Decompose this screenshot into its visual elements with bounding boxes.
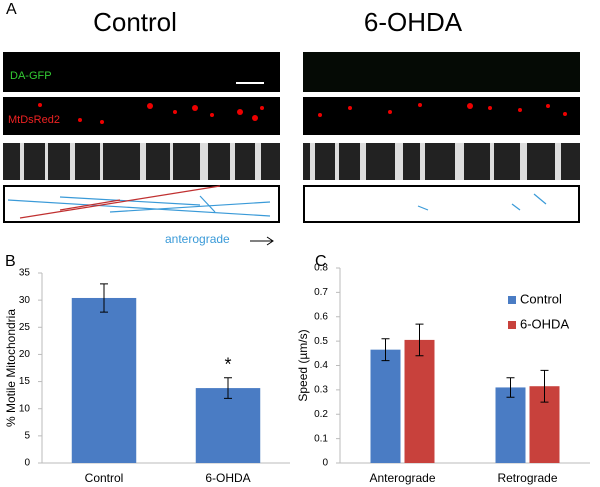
bar [71, 297, 137, 463]
y-tick-label: 0.3 [314, 385, 328, 396]
bar [404, 339, 435, 463]
error-bar [415, 323, 424, 357]
direction-arrow [250, 236, 274, 246]
error-bar [540, 369, 549, 403]
y-tick-label: 0.7 [314, 287, 328, 298]
y-tick-label: 0.8 [314, 263, 328, 274]
y-tick-label: 0.1 [314, 433, 328, 444]
x-tick-label: Retrograde [497, 471, 557, 485]
error-bar [100, 283, 108, 313]
y-tick-label: 0 [24, 458, 30, 469]
y-tick-label: 0 [322, 458, 328, 469]
error-bar [224, 377, 232, 399]
x-tick-label: Control [85, 471, 124, 485]
legend-label: Control [520, 291, 562, 306]
y-tick-label: 35 [19, 268, 31, 279]
bar [195, 388, 261, 463]
y-tick-label: 0.4 [314, 360, 328, 371]
error-bar [381, 338, 390, 362]
y-axis-label: % Motile Mitochondria [4, 309, 18, 427]
error-bar [506, 377, 515, 398]
y-tick-label: 20 [19, 349, 31, 360]
y-tick-label: 0.2 [314, 409, 328, 420]
x-tick-label: 6-OHDA [205, 471, 250, 485]
legend-swatch [508, 296, 516, 304]
y-tick-label: 0.5 [314, 336, 328, 347]
panel-label: A [6, 1, 17, 18]
y-axis-label: Speed (µm/s) [296, 329, 310, 401]
column-title: 6-OHDA [364, 7, 463, 37]
y-tick-label: 0.6 [314, 311, 328, 322]
significance-mark: * [224, 355, 231, 375]
y-tick-label: 25 [19, 322, 31, 333]
bar [370, 349, 401, 463]
y-tick-label: 15 [19, 376, 31, 387]
y-tick-label: 30 [19, 295, 31, 306]
panel-label: C [315, 253, 327, 270]
y-tick-label: 5 [24, 430, 30, 441]
y-tick-label: 10 [19, 403, 31, 414]
channel-label: MtDsRed2 [8, 114, 60, 126]
legend-label: 6-OHDA [520, 316, 569, 331]
bar [495, 387, 526, 463]
panel-label: B [5, 253, 16, 270]
micrographs [3, 52, 580, 223]
channel-label: DA-GFP [10, 70, 52, 82]
x-tick-label: Anterograde [369, 471, 435, 485]
legend-swatch [508, 321, 516, 329]
column-title: Control [93, 7, 177, 37]
direction-label: anterograde [165, 232, 230, 246]
